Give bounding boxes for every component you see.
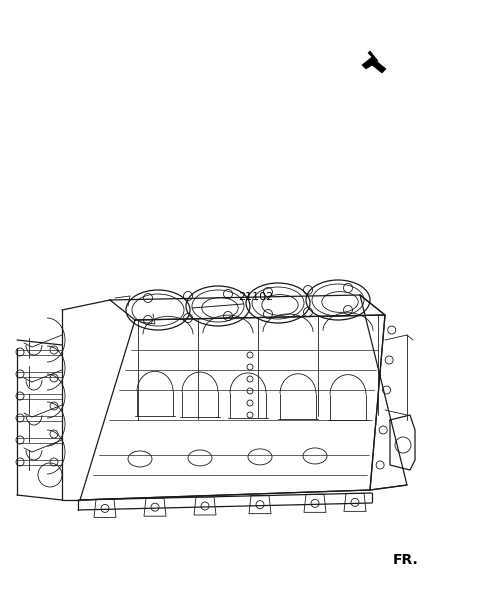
Text: FR.: FR.: [393, 553, 419, 567]
Text: 21102: 21102: [238, 292, 273, 302]
Polygon shape: [362, 51, 386, 73]
